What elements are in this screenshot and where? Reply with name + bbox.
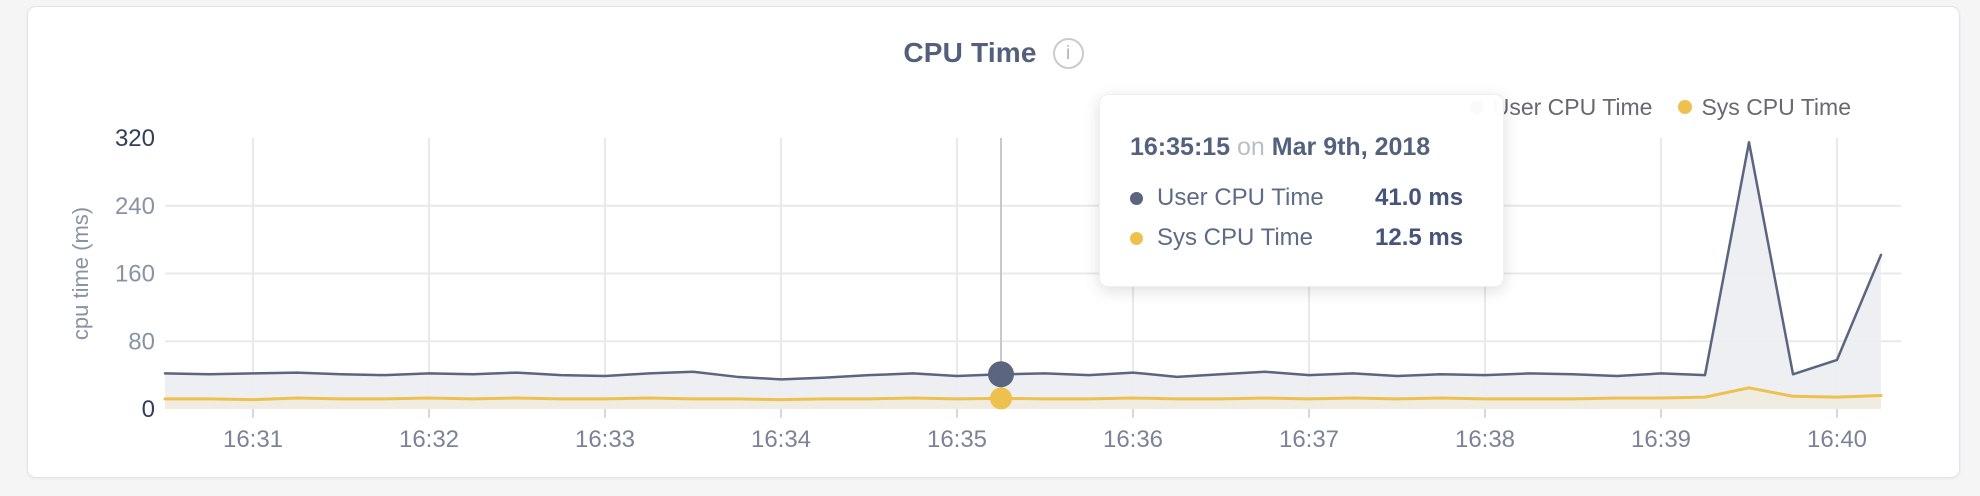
- chart-legend: User CPU Time Sys CPU Time: [1469, 93, 1851, 120]
- x-tick-label: 16:31: [223, 426, 283, 453]
- sys-cpu-area: [165, 387, 1881, 409]
- tooltip-user-value: 41.0 ms: [1375, 184, 1464, 211]
- x-tick-label: 16:40: [1807, 426, 1867, 453]
- tooltip-sys-value: 12.5 ms: [1375, 224, 1464, 251]
- cpu-time-card: CPU Time i 16:31 16:32 16:33 16:34 16:35 16:3…: [27, 6, 1960, 478]
- y-tick-label: 80: [128, 328, 155, 355]
- chart-header: CPU Time i: [28, 37, 1959, 69]
- sys-cpu-line: [163, 386, 1883, 402]
- x-axis-labels: 16:31 16:32 16:33 16:34 16:35 16:36 16:37 16:38…: [223, 426, 1867, 453]
- sys-series-dot: [1130, 231, 1143, 245]
- x-tick-label: 16:34: [751, 426, 811, 453]
- page: { "header": { "title": "CPU Time", "info…: [0, 6, 1980, 496]
- chart-title: CPU Time: [903, 37, 1037, 68]
- x-tick-label: 16:33: [575, 426, 635, 453]
- tooltip-date: Mar 9th, 2018: [1271, 133, 1431, 161]
- tooltip-sys-label: Sys CPU Time: [1157, 224, 1314, 251]
- tooltip-row-user: User CPU Time 41.0 ms: [1130, 178, 1477, 218]
- y-tick-label: 240: [115, 193, 155, 220]
- x-tick-label: 16:39: [1631, 426, 1691, 453]
- sys-legend-label: Sys CPU Time: [1701, 93, 1851, 120]
- user-series-dot: [1130, 191, 1143, 205]
- legend-item-sys-cpu-time[interactable]: Sys CPU Time: [1678, 93, 1851, 120]
- hover-highlight: [988, 138, 1014, 410]
- user-hover-marker: [988, 361, 1014, 388]
- horizontal-gridlines: [165, 204, 1901, 343]
- chart-tooltip: 16:35:15 on Mar 9th, 2018 User CPU Time …: [1099, 94, 1504, 287]
- user-cpu-area: [165, 142, 1881, 409]
- y-tick-label: 320: [115, 125, 155, 152]
- user-cpu-line: [163, 140, 1883, 381]
- y-tick-label: 160: [115, 261, 155, 288]
- y-axis-title: cpu time (ms): [68, 207, 93, 340]
- x-tick-label: 16:32: [399, 426, 459, 453]
- x-tick-label: 16:35: [927, 426, 987, 453]
- x-tick-label: 16:37: [1279, 426, 1339, 453]
- y-tick-label: 0: [142, 396, 155, 423]
- sys-hover-marker: [990, 387, 1012, 410]
- x-tick-label: 16:36: [1103, 426, 1163, 453]
- y-axis-labels: 0 80 160 240 320: [115, 125, 155, 423]
- tooltip-connector: on: [1237, 133, 1265, 161]
- cpu-time-chart[interactable]: 16:31 16:32 16:33 16:34 16:35 16:36 16:37 16:38…: [28, 7, 1959, 477]
- info-icon[interactable]: i: [1052, 37, 1084, 69]
- tooltip-user-label: User CPU Time: [1157, 184, 1324, 211]
- user-legend-label: User CPU Time: [1492, 93, 1653, 120]
- tooltip-time: 16:35:15: [1130, 133, 1231, 161]
- tooltip-row-sys: Sys CPU Time 12.5 ms: [1130, 218, 1477, 258]
- x-tick-label: 16:38: [1455, 426, 1515, 453]
- sys-legend-dot: [1678, 100, 1693, 114]
- tooltip-title: 16:35:15 on Mar 9th, 2018: [1130, 133, 1477, 162]
